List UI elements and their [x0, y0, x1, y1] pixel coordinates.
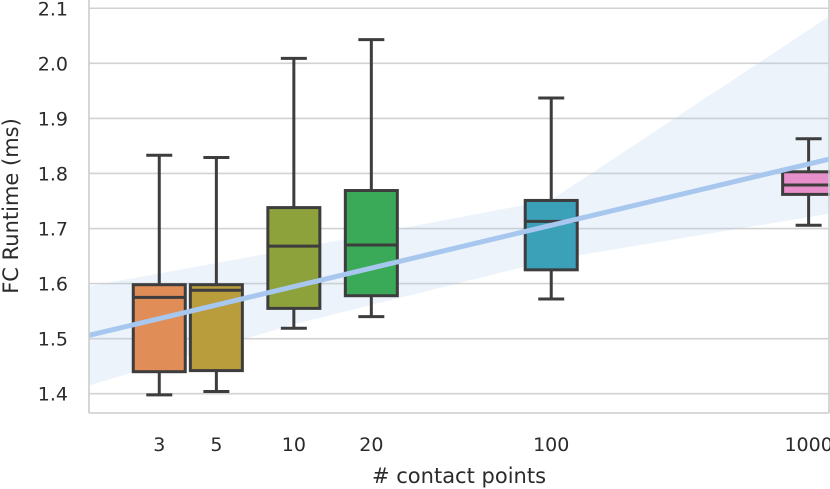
box-1000	[781, 137, 830, 227]
box-10	[266, 56, 322, 330]
x-tick-label: 1000	[784, 434, 830, 456]
y-tick-label: 1.4	[38, 384, 68, 406]
regression-line	[88, 156, 830, 338]
y-tick-label: 1.7	[38, 219, 68, 241]
box-3	[131, 153, 187, 397]
y-tick-label: 2.1	[38, 0, 68, 20]
y-tick-label: 1.6	[38, 274, 68, 296]
iqr-box	[266, 206, 322, 310]
y-tick-label: 1.8	[38, 163, 68, 185]
iqr-box	[131, 283, 187, 374]
x-tick-label: 100	[533, 434, 569, 456]
y-tick-label: 1.9	[38, 108, 68, 130]
x-axis-label: # contact points	[372, 464, 546, 488]
iqr-box	[781, 170, 830, 196]
iqr-box	[343, 189, 399, 298]
y-axis-label: FC Runtime (ms)	[0, 118, 23, 294]
axes	[88, 0, 830, 414]
box-20	[343, 38, 399, 319]
x-tick-label: 20	[359, 434, 383, 456]
x-tick-labels: 3 5 10 20 100 1000	[153, 434, 830, 456]
x-tick-label: 3	[153, 434, 165, 456]
y-tick-labels: 1.4 1.5 1.6 1.7 1.8 1.9 2.0 2.1	[38, 0, 68, 406]
y-tick-label: 1.5	[38, 329, 68, 351]
iqr-box	[188, 283, 244, 373]
iqr-box	[523, 198, 579, 272]
regression-layer	[88, 156, 830, 338]
box-100	[523, 96, 579, 301]
boxes-layer	[131, 38, 830, 397]
x-tick-label: 10	[282, 434, 306, 456]
y-tick-label: 2.0	[38, 53, 68, 75]
x-tick-label: 5	[210, 434, 222, 456]
